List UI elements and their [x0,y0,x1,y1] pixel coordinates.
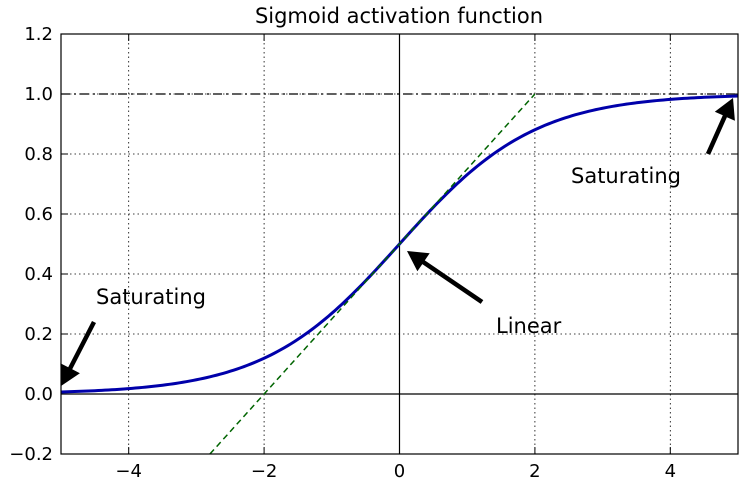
annotations: Saturating Saturating Linear [60,98,735,386]
y-tick-label: 0.2 [24,324,53,345]
annotation-arrow [60,321,96,386]
y-tick-label: 0.4 [24,264,53,285]
x-tick-label: 2 [529,461,540,482]
annotation-label: Linear [496,314,562,338]
series-group [61,93,738,454]
chart-title: Sigmoid activation function [255,4,543,28]
annotation-label: Saturating [96,285,206,309]
y-tick-label: 1.0 [24,84,53,105]
ticks: −4 −2 0 2 4 −0.2 0.0 0.2 0.4 0.6 0.8 1.0 1.2 [9,24,738,482]
x-tick-label: 0 [394,461,405,482]
tangent-line [209,93,536,454]
y-tick-label: 0.8 [24,144,53,165]
y-tick-label: 0.6 [24,204,53,225]
x-tick-label: 4 [665,461,676,482]
annotation-label: Saturating [571,164,681,188]
annotation-arrow [705,98,735,155]
x-tick-label: −4 [115,461,142,482]
annotation-arrow [407,251,484,304]
y-tick-label: −0.2 [9,444,53,465]
y-tick-label: 0.0 [24,384,53,405]
y-tick-label: 1.2 [24,24,53,45]
x-tick-label: −2 [251,461,278,482]
